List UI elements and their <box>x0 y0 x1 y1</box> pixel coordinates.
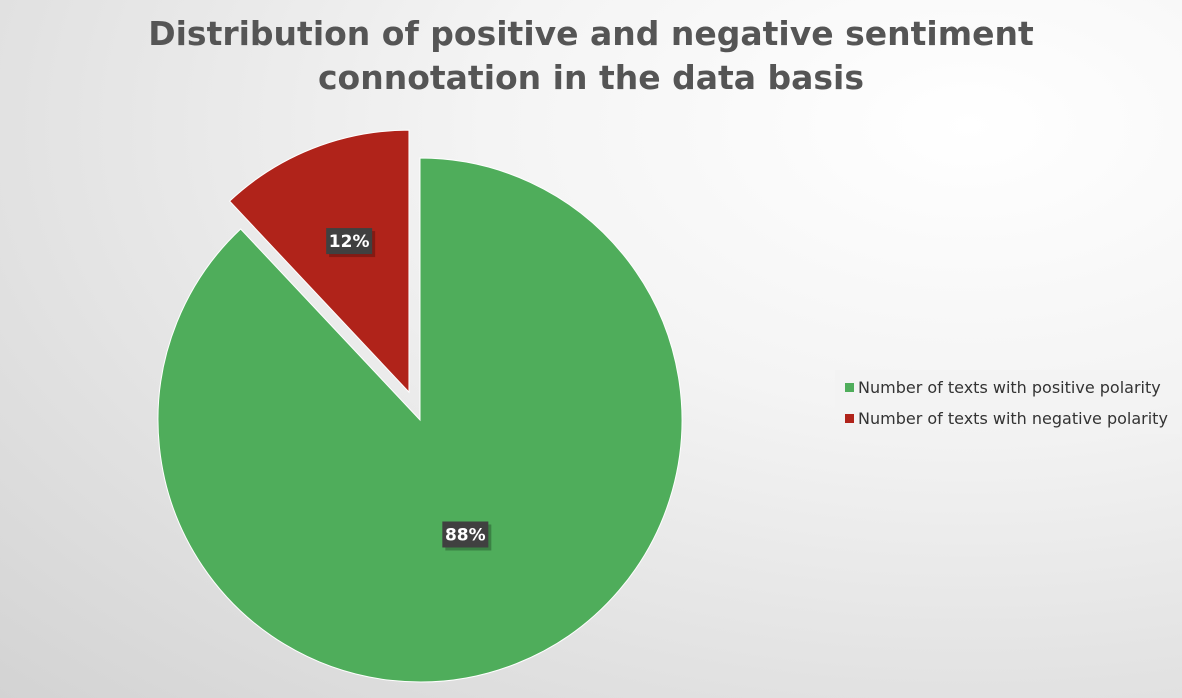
pie-slices <box>157 129 683 683</box>
svg-text:88%: 88% <box>445 525 486 545</box>
legend-swatch-negative <box>845 414 854 423</box>
data-label-negative: 12% <box>326 228 376 258</box>
svg-text:12%: 12% <box>329 232 370 252</box>
legend-label-positive: Number of texts with positive polarity <box>858 378 1161 397</box>
pie-slice-negative <box>228 129 410 394</box>
legend-item-negative: Number of texts with negative polarity <box>845 403 1180 434</box>
chart-title-line-1: Distribution of positive and negative se… <box>148 14 1034 53</box>
chart-title-line-2: connotation in the data basis <box>317 58 864 97</box>
pie-slice-positive <box>157 157 683 683</box>
data-label-positive: 88% <box>442 521 492 551</box>
legend-swatch-positive <box>845 383 854 392</box>
legend-item-positive: Number of texts with positive polarity <box>845 372 1180 403</box>
chart-title: Distribution of positive and negative se… <box>0 12 1182 100</box>
legend-label-negative: Number of texts with negative polarity <box>858 409 1168 428</box>
chart-legend: Number of texts with positive polarity N… <box>835 370 1180 434</box>
pie-data-labels: 88% 12% <box>326 228 492 551</box>
